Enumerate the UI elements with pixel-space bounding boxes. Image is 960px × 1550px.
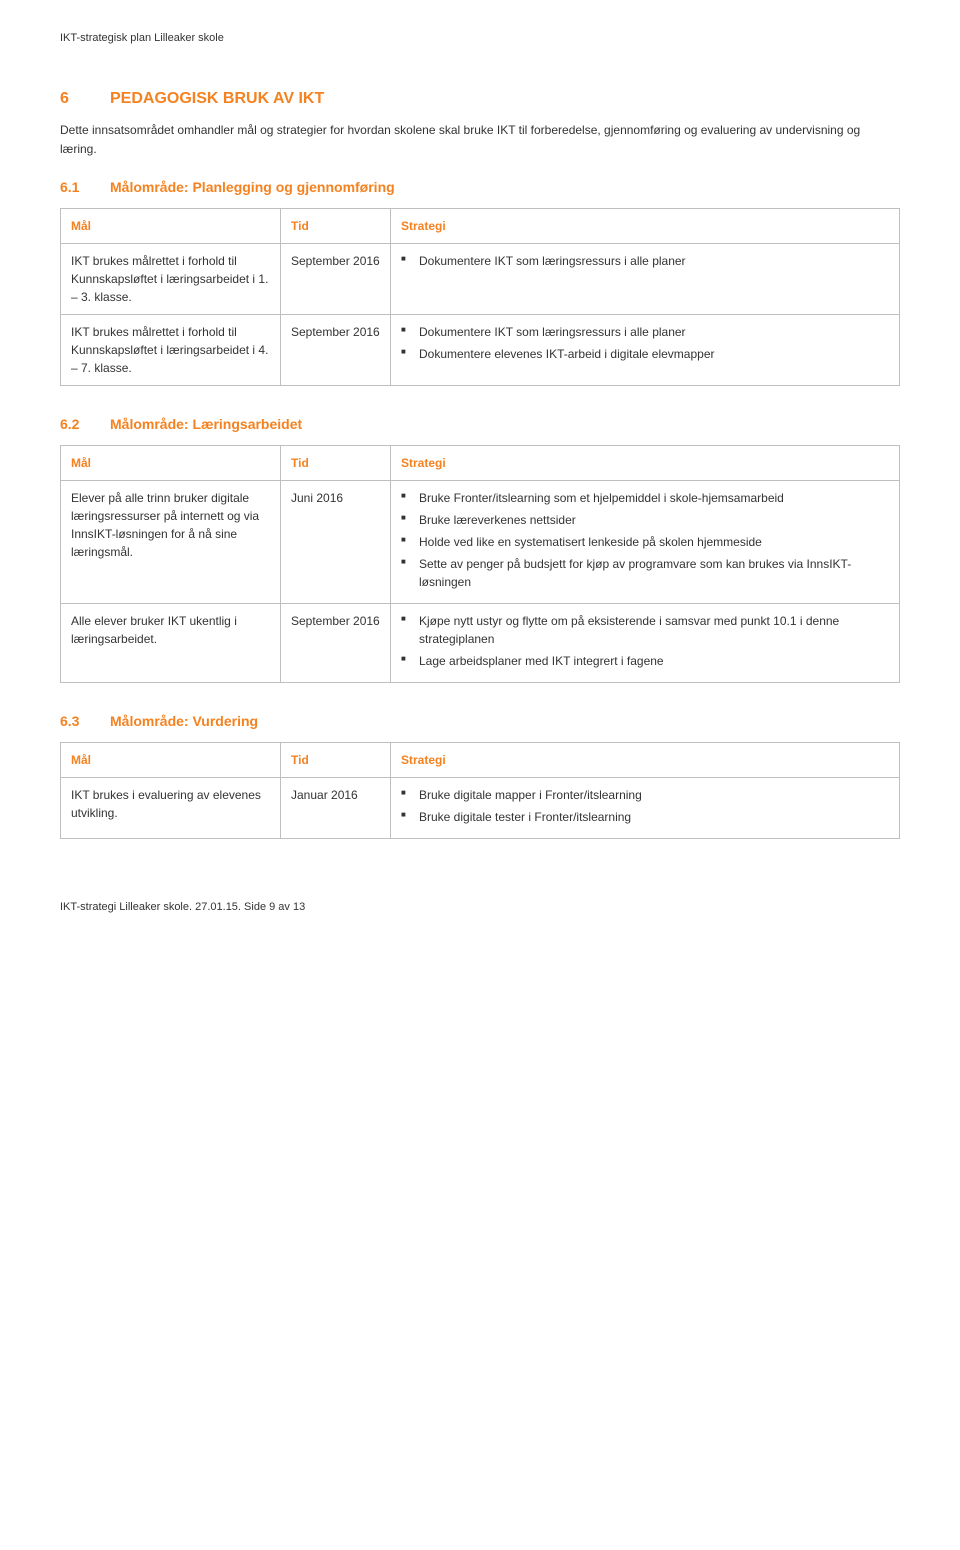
section-6-3-heading: 6.3 Målområde: Vurdering [60,711,900,732]
cell-tid: September 2016 [281,603,391,682]
section-6-intro: Dette innsatsområdet omhandler mål og st… [60,121,900,159]
strategy-item: Bruke digitale tester i Fronter/itslearn… [401,808,889,826]
cell-strategi: Bruke digitale mapper i Fronter/itslearn… [391,777,900,838]
col-header-mal: Mål [61,742,281,777]
col-header-strategi: Strategi [391,742,900,777]
table-row: Elever på alle trinn bruker digitale lær… [61,480,900,603]
section-6-1-number: 6.1 [60,177,110,198]
section-6-heading: 6 PEDAGOGISK BRUK AV IKT [60,87,900,111]
cell-tid: September 2016 [281,243,391,314]
cell-tid: September 2016 [281,314,391,385]
section-6-2-heading: 6.2 Målområde: Læringsarbeidet [60,414,900,435]
strategy-item: Holde ved like en systematisert lenkesid… [401,533,889,551]
section-6-1-title: Målområde: Planlegging og gjennomføring [110,177,395,198]
table-6-2: Mål Tid Strategi Elever på alle trinn br… [60,445,900,683]
cell-strategi: Bruke Fronter/itslearning som et hjelpem… [391,480,900,603]
table-header-row: Mål Tid Strategi [61,208,900,243]
section-6-1-heading: 6.1 Målområde: Planlegging og gjennomfør… [60,177,900,198]
strategy-item: Kjøpe nytt ustyr og flytte om på eksiste… [401,612,889,648]
cell-strategi: Dokumentere IKT som læringsressurs i all… [391,243,900,314]
table-row: IKT brukes målrettet i forhold til Kunns… [61,314,900,385]
cell-tid: Juni 2016 [281,480,391,603]
col-header-tid: Tid [281,208,391,243]
col-header-strategi: Strategi [391,445,900,480]
section-6-2-number: 6.2 [60,414,110,435]
section-6-2-title: Målområde: Læringsarbeidet [110,414,302,435]
table-row: Alle elever bruker IKT ukentlig i læring… [61,603,900,682]
table-row: IKT brukes målrettet i forhold til Kunns… [61,243,900,314]
table-6-1: Mål Tid Strategi IKT brukes målrettet i … [60,208,900,386]
strategy-item: Dokumentere IKT som læringsressurs i all… [401,323,889,341]
page-footer: IKT-strategi Lilleaker skole. 27.01.15. … [60,899,900,916]
cell-mal: Elever på alle trinn bruker digitale lær… [61,480,281,603]
col-header-strategi: Strategi [391,208,900,243]
cell-strategi: Kjøpe nytt ustyr og flytte om på eksiste… [391,603,900,682]
table-header-row: Mål Tid Strategi [61,445,900,480]
col-header-mal: Mål [61,445,281,480]
cell-mal: IKT brukes målrettet i forhold til Kunns… [61,243,281,314]
cell-strategi: Dokumentere IKT som læringsressurs i all… [391,314,900,385]
document-header: IKT-strategisk plan Lilleaker skole [60,30,900,47]
cell-mal: IKT brukes i evaluering av elevenes utvi… [61,777,281,838]
table-header-row: Mål Tid Strategi [61,742,900,777]
section-6-title: PEDAGOGISK BRUK AV IKT [110,87,324,111]
strategy-item: Bruke læreverkenes nettsider [401,511,889,529]
strategy-item: Lage arbeidsplaner med IKT integrert i f… [401,652,889,670]
strategy-item: Bruke digitale mapper i Fronter/itslearn… [401,786,889,804]
strategy-item: Bruke Fronter/itslearning som et hjelpem… [401,489,889,507]
cell-mal: IKT brukes målrettet i forhold til Kunns… [61,314,281,385]
cell-tid: Januar 2016 [281,777,391,838]
strategy-item: Sette av penger på budsjett for kjøp av … [401,555,889,591]
table-6-3: Mål Tid Strategi IKT brukes i evaluering… [60,742,900,839]
cell-mal: Alle elever bruker IKT ukentlig i læring… [61,603,281,682]
section-6-number: 6 [60,87,110,111]
col-header-mal: Mål [61,208,281,243]
section-6-3-number: 6.3 [60,711,110,732]
strategy-item: Dokumentere elevenes IKT-arbeid i digita… [401,345,889,363]
col-header-tid: Tid [281,742,391,777]
section-6-3-title: Målområde: Vurdering [110,711,258,732]
table-row: IKT brukes i evaluering av elevenes utvi… [61,777,900,838]
col-header-tid: Tid [281,445,391,480]
strategy-item: Dokumentere IKT som læringsressurs i all… [401,252,889,270]
